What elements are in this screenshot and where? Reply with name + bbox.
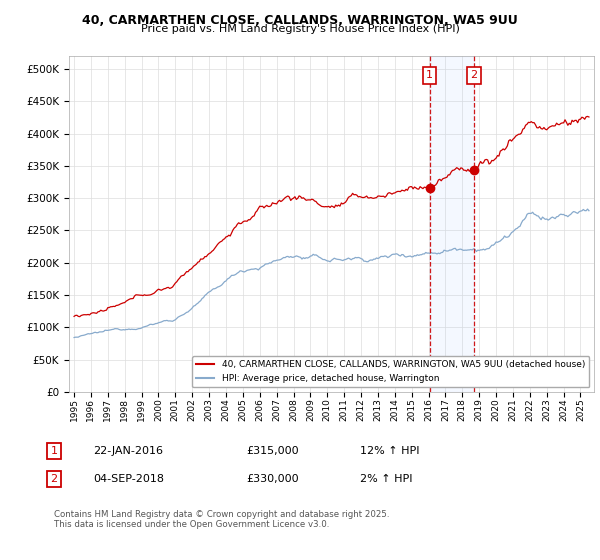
Text: 40, CARMARTHEN CLOSE, CALLANDS, WARRINGTON, WA5 9UU: 40, CARMARTHEN CLOSE, CALLANDS, WARRINGT… <box>82 14 518 27</box>
Text: 22-JAN-2016: 22-JAN-2016 <box>93 446 163 456</box>
Text: 12% ↑ HPI: 12% ↑ HPI <box>360 446 419 456</box>
Text: 1: 1 <box>426 71 433 81</box>
Text: Contains HM Land Registry data © Crown copyright and database right 2025.
This d: Contains HM Land Registry data © Crown c… <box>54 510 389 529</box>
Text: £315,000: £315,000 <box>246 446 299 456</box>
Text: Price paid vs. HM Land Registry's House Price Index (HPI): Price paid vs. HM Land Registry's House … <box>140 24 460 34</box>
Text: 2: 2 <box>50 474 58 484</box>
Text: 2: 2 <box>470 71 477 81</box>
Text: 2% ↑ HPI: 2% ↑ HPI <box>360 474 413 484</box>
Text: £330,000: £330,000 <box>246 474 299 484</box>
Legend: 40, CARMARTHEN CLOSE, CALLANDS, WARRINGTON, WA5 9UU (detached house), HPI: Avera: 40, CARMARTHEN CLOSE, CALLANDS, WARRINGT… <box>192 356 589 388</box>
Text: 1: 1 <box>50 446 58 456</box>
Text: 04-SEP-2018: 04-SEP-2018 <box>93 474 164 484</box>
Bar <box>430 56 473 392</box>
